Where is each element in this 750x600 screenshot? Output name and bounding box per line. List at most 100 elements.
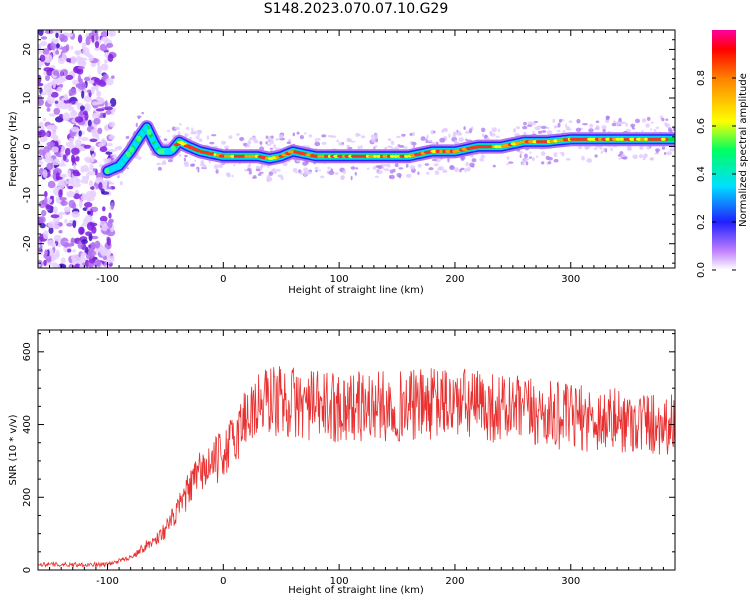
chart-title: S148.2023.070.07.10.G29 (263, 1, 449, 17)
noise-speckle (108, 134, 116, 140)
halo-speckle (361, 135, 366, 139)
halo-speckle (236, 133, 240, 136)
ridge-blob (115, 163, 121, 170)
ridge-hotspot (650, 137, 656, 141)
halo-speckle (565, 158, 571, 161)
noise-speckle (42, 169, 48, 179)
ridge-hotspot (376, 154, 381, 158)
halo-speckle (295, 171, 298, 174)
noise-speckle (85, 36, 91, 46)
noise-speckle (106, 43, 114, 48)
halo-speckle (314, 167, 319, 170)
noise-speckle (72, 169, 80, 177)
noise-speckle (68, 92, 73, 97)
halo-speckle (346, 138, 353, 143)
noise-speckle (44, 132, 50, 137)
x-tick-label: 0 (220, 274, 226, 285)
halo-speckle (541, 130, 547, 133)
halo-speckle (196, 129, 202, 132)
halo-speckle (639, 154, 643, 159)
halo-speckle (306, 171, 312, 175)
halo-speckle (341, 142, 344, 145)
noise-speckle (59, 197, 67, 201)
halo-speckle (661, 117, 665, 122)
halo-speckle (137, 156, 142, 160)
noise-speckle (72, 79, 79, 86)
noise-speckle (92, 168, 97, 172)
halo-speckle (270, 135, 274, 139)
noise-speckle (90, 128, 98, 135)
halo-speckle (318, 169, 321, 172)
halo-speckle (618, 117, 622, 123)
halo-speckle (529, 156, 532, 159)
ridge-blob (153, 142, 159, 149)
colorbar-label: Normalized spectral amplitude (738, 73, 749, 227)
noise-speckle (47, 180, 56, 189)
ridge-hotspot (321, 154, 325, 158)
halo-speckle (641, 118, 647, 123)
colorbar-tick-label: 0.6 (696, 118, 707, 134)
halo-speckle (336, 139, 339, 143)
noise-speckle (107, 219, 113, 229)
halo-speckle (292, 132, 296, 137)
halo-speckle (553, 158, 559, 163)
ridge-hotspot (233, 154, 239, 158)
noise-speckle (108, 121, 116, 128)
noise-speckle (49, 67, 54, 72)
halo-speckle (218, 163, 224, 169)
noise-speckle (80, 60, 87, 67)
colorbar-tick-label: 0.4 (696, 166, 707, 182)
halo-speckle (635, 118, 640, 124)
y-tick-label: -20 (22, 236, 33, 252)
halo-speckle (434, 170, 440, 175)
noise-speckle (87, 210, 91, 215)
halo-speckle (610, 147, 613, 152)
halo-speckle (125, 136, 130, 139)
halo-speckle (137, 116, 140, 120)
halo-speckle (106, 186, 113, 190)
noise-speckle (79, 105, 85, 111)
noise-speckle (106, 237, 111, 246)
halo-speckle (466, 167, 471, 172)
noise-speckle (59, 70, 64, 77)
halo-speckle (275, 138, 280, 141)
ridge-hotspot (317, 154, 322, 158)
noise-speckle (84, 167, 90, 172)
colorbar-tick-label: 0.2 (696, 214, 707, 230)
noise-speckle (80, 179, 86, 184)
y-tick-label: 0 (22, 567, 33, 573)
halo-speckle (529, 151, 532, 154)
noise-speckle (91, 101, 99, 106)
ridge-hotspot (387, 154, 391, 158)
ridge-hotspot (439, 149, 443, 153)
halo-speckle (228, 135, 233, 139)
noise-speckle (111, 75, 115, 79)
noise-speckle (100, 63, 109, 71)
noise-speckle (78, 226, 85, 235)
ridge-hotspot (573, 137, 580, 141)
halo-speckle (252, 175, 257, 178)
halo-speckle (184, 154, 188, 158)
halo-speckle (373, 134, 379, 139)
noise-speckle (110, 201, 114, 210)
noise-speckle (73, 193, 81, 200)
noise-speckle (51, 146, 59, 153)
halo-speckle (350, 175, 353, 181)
halo-speckle (257, 173, 262, 176)
halo-speckle (522, 125, 528, 130)
halo-speckle (412, 132, 416, 136)
halo-speckle (273, 144, 277, 149)
noise-speckle (78, 256, 87, 263)
noise-speckle (46, 124, 55, 130)
noise-speckle (69, 140, 74, 146)
halo-speckle (558, 119, 562, 123)
halo-speckle (383, 164, 389, 167)
noise-speckle (101, 76, 108, 80)
noise-speckle (71, 147, 80, 155)
halo-speckle (156, 162, 161, 166)
halo-speckle (434, 163, 439, 167)
ridge-hotspot (173, 142, 181, 147)
noise-speckle (66, 190, 75, 198)
noise-speckle (86, 221, 95, 231)
noise-speckle (107, 142, 113, 147)
